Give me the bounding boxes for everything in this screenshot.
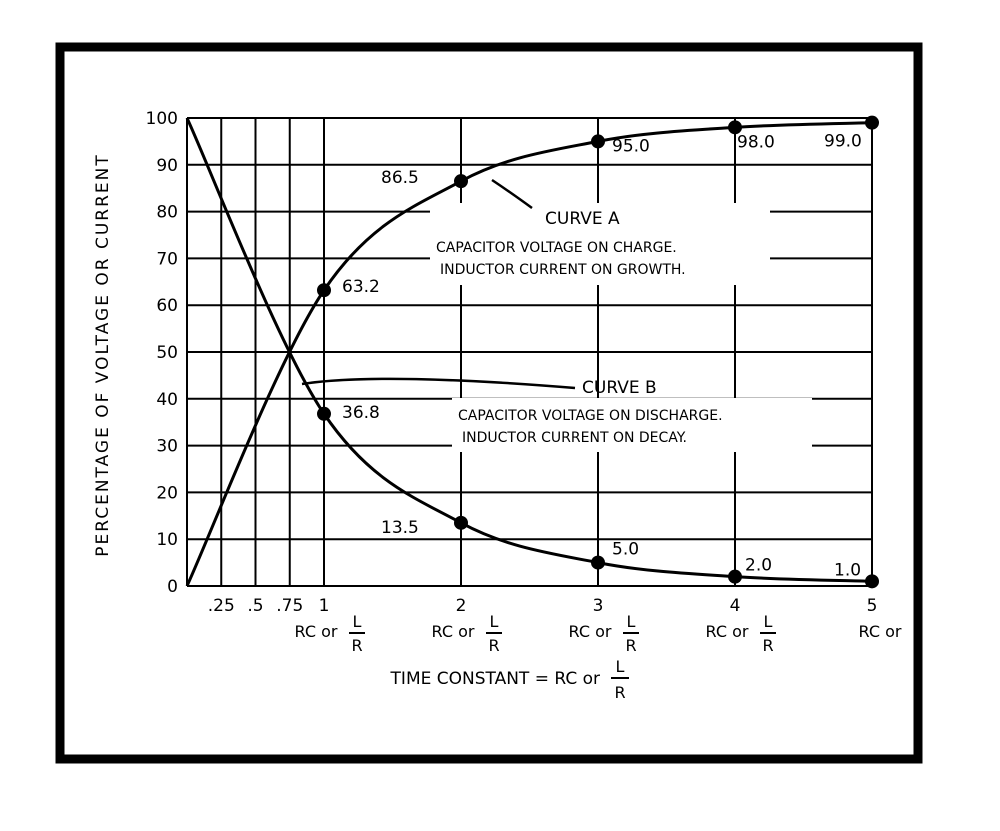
y-tick-label: 90 xyxy=(156,156,178,176)
curve-b-name: CURVE B xyxy=(582,378,657,398)
y-tick-label: 0 xyxy=(167,577,178,597)
curve-a-point xyxy=(591,134,605,149)
y-tick-label: 100 xyxy=(146,109,178,129)
curve-b-point xyxy=(317,406,331,421)
y-tick-label: 50 xyxy=(156,343,178,363)
y-tick-label: 20 xyxy=(156,483,178,503)
curve-a-point xyxy=(865,115,879,130)
curve-b-point xyxy=(728,569,742,584)
curve-b-desc-2: INDUCTOR CURRENT ON DECAY. xyxy=(462,430,687,446)
curve-a-note-box xyxy=(430,203,770,285)
plot-grid xyxy=(186,117,873,587)
curve-a-name: CURVE A xyxy=(545,209,620,229)
x-tick-frac-den: R xyxy=(488,636,499,655)
x-tick-label: .5 xyxy=(247,596,263,616)
x-tick-label: .25 xyxy=(208,596,235,616)
y-tick-label: 70 xyxy=(156,249,178,269)
x-tick-frac-num: L xyxy=(764,612,773,631)
curve-a-desc-1: CAPACITOR VOLTAGE ON CHARGE. xyxy=(436,240,677,256)
curve-b-note-box xyxy=(452,398,812,452)
x-tick-rc: RC or xyxy=(295,622,338,641)
x-tick-frac-num: L xyxy=(490,612,499,631)
curve-b-desc-1: CAPACITOR VOLTAGE ON DISCHARGE. xyxy=(458,408,723,424)
curve-a-value-label: 95.0 xyxy=(612,136,650,156)
curve-b-value-label: 2.0 xyxy=(745,556,772,576)
curve-b-value-label: 1.0 xyxy=(834,560,861,580)
curve-a-point xyxy=(454,174,468,189)
x-tick-frac-den: R xyxy=(625,636,636,655)
x-tick-label: 5 xyxy=(867,596,878,616)
curve-a-value-label: 86.5 xyxy=(381,168,419,188)
y-tick-label: 30 xyxy=(156,437,178,457)
curve-b-value-label: 36.8 xyxy=(342,403,380,423)
x-tick-rc: RC or xyxy=(706,622,749,641)
x-tick-label: 4 xyxy=(730,596,741,616)
data-points: 63.2 86.5 95.0 98.0 99.0 36.8 13.5 5.0 2.0 1.0 xyxy=(317,115,879,589)
x-tick-label: 2 xyxy=(456,596,467,616)
x-tick-label: 1 xyxy=(319,596,330,616)
curve-b-value-label: 5.0 xyxy=(612,540,639,560)
x-tick-frac-num: L xyxy=(627,612,636,631)
curve-a-value-label: 98.0 xyxy=(737,132,775,152)
curve-b-value-label: 13.5 xyxy=(381,518,419,538)
curve-b-annotation: CURVE B CAPACITOR VOLTAGE ON DISCHARGE. … xyxy=(301,377,812,452)
x-tick-rc: RC or xyxy=(859,622,902,641)
curve-b-point xyxy=(865,574,879,589)
curve-a-leader xyxy=(491,178,533,210)
x-tick-label: .75 xyxy=(276,596,303,616)
curve-a-annotation: CURVE A CAPACITOR VOLTAGE ON CHARGE. IND… xyxy=(430,178,770,285)
y-tick-labels: 0 10 20 30 40 50 60 70 80 90 100 xyxy=(146,109,178,597)
curve-b-point xyxy=(591,555,605,570)
x-axis-label-main: TIME CONSTANT = RC or xyxy=(390,669,600,689)
curve-a-value-label: 99.0 xyxy=(824,132,862,152)
x-tick-rc: RC or xyxy=(569,622,612,641)
curve-a-value-label: 63.2 xyxy=(342,277,380,297)
x-axis-label-r: R xyxy=(614,683,625,702)
curve-a-point xyxy=(728,120,742,135)
curve-a-point xyxy=(317,283,331,298)
y-tick-label: 10 xyxy=(156,530,178,550)
x-tick-rc: RC or xyxy=(432,622,475,641)
y-tick-label: 80 xyxy=(156,203,178,223)
x-tick-label: 3 xyxy=(593,596,604,616)
y-axis-label: PERCENTAGE OF VOLTAGE OR CURRENT xyxy=(93,153,113,557)
x-axis-label: TIME CONSTANT = RC or L R xyxy=(390,657,629,702)
curve-b-point xyxy=(454,515,468,530)
x-tick-frac-den: R xyxy=(762,636,773,655)
x-tick-frac-num: L xyxy=(353,612,362,631)
curve-a-desc-2: INDUCTOR CURRENT ON GROWTH. xyxy=(440,262,686,278)
x-axis-label-l: L xyxy=(616,657,625,676)
x-tick-frac-den: R xyxy=(351,636,362,655)
curve-b-leader xyxy=(301,377,576,390)
y-tick-label: 40 xyxy=(156,390,178,410)
y-tick-label: 60 xyxy=(156,296,178,316)
